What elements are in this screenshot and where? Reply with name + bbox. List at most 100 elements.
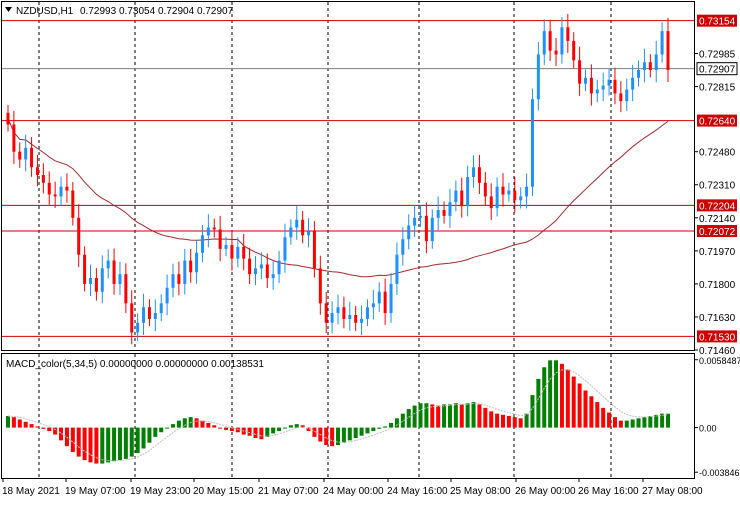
candle-bull — [206, 227, 210, 236]
macd-bar — [601, 407, 606, 428]
candle-bear — [177, 274, 181, 284]
candle-bear — [460, 190, 464, 207]
candle-bull — [136, 322, 140, 333]
candle-bear — [578, 60, 582, 84]
macd-bar — [636, 418, 641, 428]
candle-bull — [330, 313, 334, 323]
macd-bar — [100, 427, 105, 464]
candle-bear — [6, 112, 10, 125]
macd-bar — [171, 424, 175, 428]
macd-bar — [377, 427, 382, 429]
macd-bar — [389, 422, 394, 428]
macd-bar — [442, 404, 447, 428]
macd-bar — [577, 383, 582, 428]
time-axis-label: 25 May 08:00 — [450, 486, 511, 497]
candle-bear — [513, 190, 517, 201]
candle-bear — [483, 182, 487, 197]
candle-bull — [519, 196, 523, 201]
candle-bull — [466, 176, 470, 207]
candle-bear — [83, 254, 87, 284]
current-price-tag — [696, 62, 738, 76]
price-axis-label: 0.71630 — [699, 313, 736, 324]
candle-bull — [631, 77, 635, 90]
level-price-tag — [697, 199, 737, 212]
macd-bar — [165, 427, 170, 429]
macd-bar — [571, 376, 576, 428]
candle-bear — [648, 62, 652, 71]
candle-bull — [448, 202, 452, 216]
macd-bar — [536, 378, 541, 428]
candle-bull — [642, 62, 646, 71]
macd-bar — [35, 426, 40, 428]
macd-bar — [271, 427, 276, 434]
macd-bar — [294, 424, 299, 428]
macd-bar — [88, 427, 93, 463]
macd-bar — [159, 427, 164, 433]
candle-bull — [106, 260, 110, 269]
macd-bar — [218, 427, 223, 429]
candle-bull — [171, 274, 175, 288]
level-price-label: 0.72072 — [699, 227, 736, 238]
moving-average — [7, 118, 669, 278]
level-price-label: 0.72204 — [699, 201, 736, 212]
time-axis-label: 27 May 08:00 — [642, 486, 703, 497]
candle-bull — [536, 54, 540, 100]
candle-bull — [142, 307, 146, 323]
macd-bar — [548, 360, 553, 428]
candle-bull — [89, 278, 92, 284]
macd-bar — [182, 418, 187, 428]
candle-bull — [360, 318, 364, 323]
macd-indicator-label: MACD_color(5,34,5) 0.00000000 0.00000000… — [6, 359, 264, 370]
macd-axis-label: 0.00 — [699, 424, 717, 434]
candle-bull — [371, 303, 375, 308]
candle-bull — [254, 268, 257, 275]
macd-bar — [265, 427, 270, 437]
candle-bull — [307, 231, 311, 236]
macd-bar — [595, 402, 600, 428]
macd-bar — [282, 427, 287, 429]
macd-bar — [400, 413, 405, 428]
candle-bull — [348, 315, 352, 319]
macd-bar — [212, 425, 217, 428]
macd-bar — [430, 404, 435, 428]
macd-bar — [194, 418, 199, 428]
candle-bear — [230, 245, 234, 259]
macd-bar — [288, 425, 293, 428]
macd-bar — [353, 427, 358, 439]
candle-bear — [383, 291, 387, 314]
macd-bar — [153, 427, 158, 437]
level-price-label: 0.71530 — [699, 332, 736, 343]
macd-bar — [642, 417, 647, 428]
candle-bear — [265, 264, 269, 279]
macd-bar — [406, 409, 411, 428]
price-axis-label: 0.72480 — [699, 148, 736, 159]
macd-bar — [106, 427, 111, 463]
candle-bear — [666, 31, 670, 71]
macd-bar — [94, 427, 99, 464]
collapse-triangle-icon[interactable] — [5, 7, 12, 12]
candle-bear — [94, 278, 98, 292]
macd-bar — [542, 367, 547, 428]
level-price-label: 0.72640 — [699, 117, 736, 128]
macd-bar — [530, 395, 535, 428]
candle-bear — [47, 182, 51, 195]
macd-bar — [17, 419, 22, 428]
candles — [6, 13, 670, 345]
macd-bar — [383, 426, 388, 428]
level-price-tag — [697, 14, 737, 27]
macd-bar — [589, 396, 594, 428]
candle-bull — [389, 283, 393, 314]
candle-bull — [24, 147, 28, 160]
time-axis-label: 21 May 07:00 — [258, 486, 319, 497]
price-axis-label: 0.71970 — [699, 247, 736, 258]
time-axis-label: 20 May 15:00 — [193, 486, 254, 497]
macd-bar — [176, 420, 181, 428]
macd-bar — [277, 427, 282, 432]
candle-bear — [318, 268, 322, 304]
candle-bear — [301, 219, 305, 236]
macd-bar — [23, 421, 28, 428]
moving-average-line — [7, 118, 669, 278]
current-price-label: 0.72907 — [699, 65, 736, 76]
